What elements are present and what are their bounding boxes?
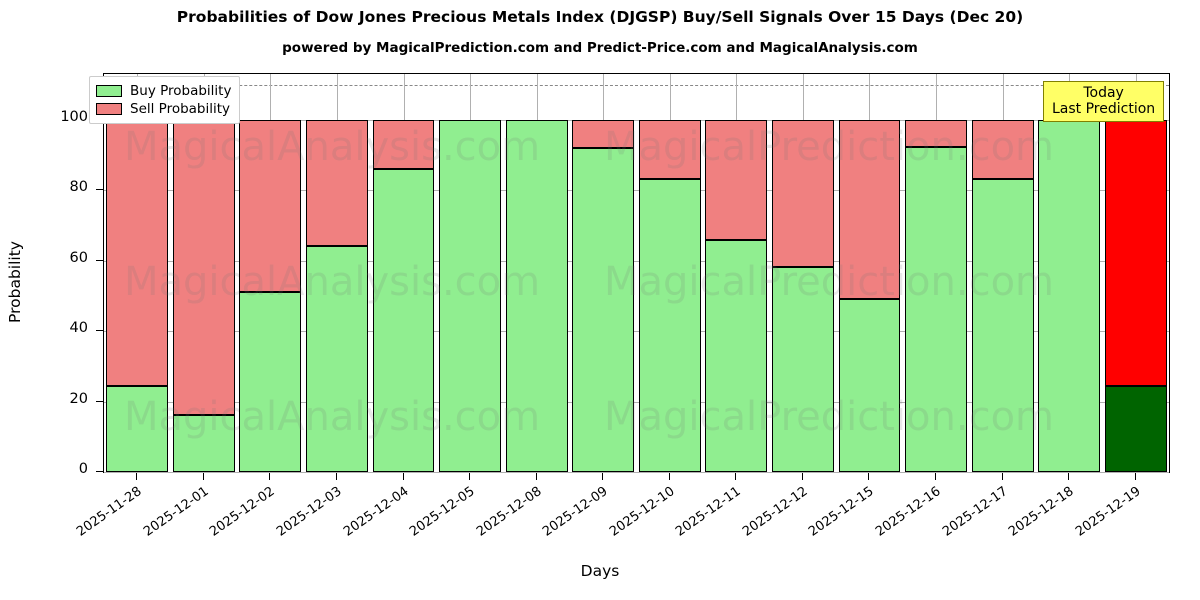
legend-swatch-buy	[96, 85, 122, 97]
bar-segment-sell[interactable]	[239, 119, 302, 293]
bar-group[interactable]	[306, 74, 368, 472]
chart-subtitle: powered by MagicalPrediction.com and Pre…	[282, 40, 918, 56]
legend-item-sell: Sell Probability	[96, 100, 231, 118]
x-tick-mark	[1001, 473, 1003, 480]
x-tick-mark	[469, 473, 471, 480]
bar-group[interactable]	[505, 74, 568, 472]
bar-group[interactable]	[1038, 74, 1101, 472]
legend-item-buy: Buy Probability	[96, 82, 231, 100]
bar-segment-sell[interactable]	[106, 119, 169, 387]
bar-group[interactable]	[638, 74, 701, 472]
x-tick-mark	[269, 473, 271, 480]
bar-segment-sell[interactable]	[172, 119, 235, 415]
x-tick-mark	[335, 473, 337, 480]
bar-segment-sell[interactable]	[572, 119, 635, 149]
y-tick-mark	[96, 259, 103, 261]
bar-segment-buy[interactable]	[771, 266, 834, 472]
x-tick-mark	[535, 473, 537, 480]
bar-segment-buy[interactable]	[239, 292, 302, 472]
bar-group[interactable]	[705, 74, 768, 472]
y-gridline	[104, 260, 1169, 262]
bar-group[interactable]	[439, 74, 502, 472]
y-tick-label: 0	[78, 461, 88, 477]
bar-segment-sell[interactable]	[638, 119, 701, 179]
bar-segment-buy[interactable]	[505, 119, 568, 472]
bar-group[interactable]	[905, 74, 967, 472]
x-tick-mark	[801, 473, 803, 480]
x-tick-mark	[1068, 473, 1070, 480]
bar-segment-buy[interactable]	[1038, 119, 1101, 472]
bar-segment-buy[interactable]	[971, 178, 1034, 472]
bar-segment-buy[interactable]	[638, 178, 701, 472]
y-tick-mark	[96, 400, 103, 402]
bar-segment-buy[interactable]	[705, 240, 768, 472]
today-annotation-line1: Today	[1083, 85, 1124, 101]
bar-segment-sell[interactable]	[771, 119, 834, 267]
x-tick-mark	[402, 473, 404, 480]
y-gridline	[104, 472, 1169, 473]
y-tick-mark	[96, 189, 103, 191]
bar-group[interactable]	[771, 74, 834, 472]
x-tick-mark	[136, 473, 138, 480]
bars-layer	[104, 74, 1169, 472]
bar-segment-sell[interactable]	[372, 119, 435, 170]
x-axis-label: Days	[580, 562, 620, 580]
legend-label-sell: Sell Probability	[130, 101, 231, 117]
bar-segment-buy[interactable]	[106, 386, 169, 472]
y-axis-label: Probability	[5, 241, 24, 323]
bar-segment-sell[interactable]	[306, 119, 368, 247]
legend-swatch-sell	[96, 103, 122, 115]
x-tick-mark	[202, 473, 204, 480]
bar-segment-sell[interactable]	[1104, 119, 1167, 387]
y-gridline	[104, 331, 1169, 333]
x-tick-mark	[602, 473, 604, 480]
bar-group[interactable]	[372, 74, 435, 472]
bar-segment-sell[interactable]	[838, 119, 901, 299]
bar-segment-sell[interactable]	[905, 119, 967, 147]
y-tick-mark	[96, 330, 103, 332]
bar-segment-sell[interactable]	[705, 119, 768, 241]
plot-area: MagicalAnalysis.comMagicalPrediction.com…	[103, 73, 1170, 473]
bar-group[interactable]	[971, 74, 1034, 472]
bar-segment-buy[interactable]	[372, 169, 435, 472]
bar-segment-buy[interactable]	[439, 119, 502, 472]
today-annotation: Today Last Prediction	[1043, 81, 1165, 123]
legend-label-buy: Buy Probability	[130, 83, 232, 99]
y-gridline	[104, 190, 1169, 192]
bar-segment-buy[interactable]	[1104, 386, 1167, 472]
bar-segment-buy[interactable]	[905, 146, 967, 472]
bar-group[interactable]	[572, 74, 635, 472]
bar-group[interactable]	[838, 74, 901, 472]
bar-segment-buy[interactable]	[172, 414, 235, 472]
y-tick-label: 100	[60, 108, 88, 125]
today-annotation-line2: Last Prediction	[1052, 101, 1156, 118]
bar-segment-buy[interactable]	[838, 298, 901, 472]
bar-group[interactable]	[239, 74, 302, 472]
y-tick-label: 20	[69, 390, 88, 407]
x-tick-mark	[735, 473, 737, 480]
bar-group[interactable]	[172, 74, 235, 472]
x-tick-mark	[935, 473, 937, 480]
y-tick-label: 60	[69, 249, 88, 266]
reference-line	[104, 84, 1169, 86]
y-tick-label: 40	[69, 320, 88, 337]
y-gridline	[104, 401, 1169, 403]
bar-group[interactable]	[106, 74, 169, 472]
x-tick-mark	[1134, 473, 1136, 480]
x-tick-mark	[668, 473, 670, 480]
y-tick-label: 80	[69, 179, 88, 196]
bar-segment-buy[interactable]	[306, 246, 368, 472]
chart-legend: Buy Probability Sell Probability	[89, 76, 241, 124]
y-gridline	[104, 119, 1169, 121]
bar-group[interactable]	[1104, 74, 1167, 472]
bar-segment-buy[interactable]	[572, 148, 635, 472]
bar-segment-sell[interactable]	[971, 119, 1034, 179]
y-tick-mark	[96, 471, 103, 472]
x-tick-mark	[868, 473, 870, 480]
page-title: Probabilities of Dow Jones Precious Meta…	[176, 8, 1024, 26]
